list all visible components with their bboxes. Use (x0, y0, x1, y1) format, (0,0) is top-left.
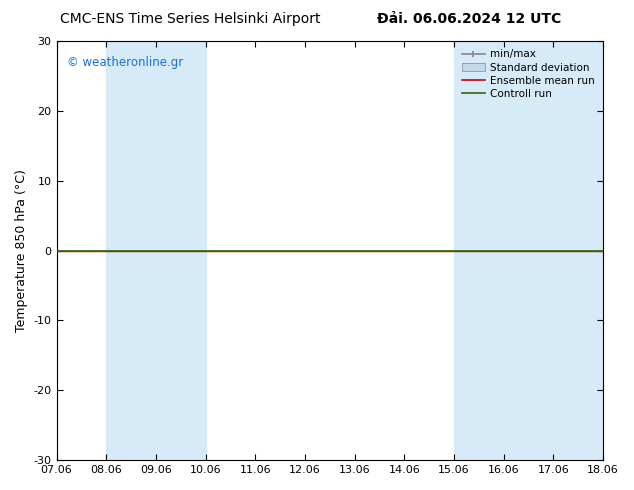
Y-axis label: Temperature 850 hPa (°C): Temperature 850 hPa (°C) (15, 169, 28, 332)
Legend: min/max, Standard deviation, Ensemble mean run, Controll run: min/max, Standard deviation, Ensemble me… (459, 46, 598, 102)
Text: © weatheronline.gr: © weatheronline.gr (67, 56, 184, 69)
Bar (454, 41, 603, 460)
Text: CMC-ENS Time Series Helsinki Airport: CMC-ENS Time Series Helsinki Airport (60, 12, 320, 26)
Bar (107, 41, 205, 460)
Text: Đải. 06.06.2024 12 UTC: Đải. 06.06.2024 12 UTC (377, 12, 561, 26)
